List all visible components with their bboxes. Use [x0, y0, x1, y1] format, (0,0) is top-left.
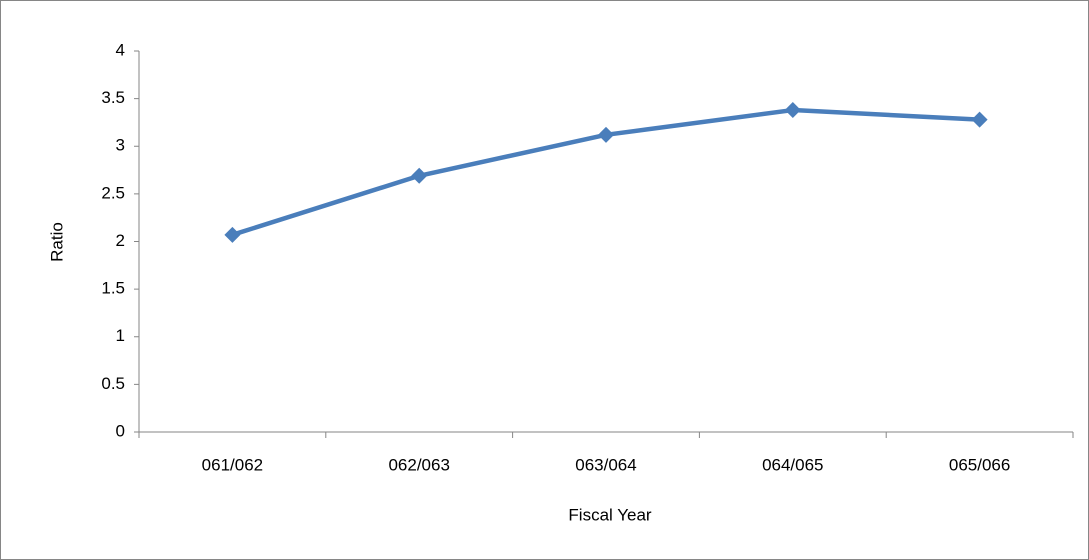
y-tick-label: 1.5	[101, 279, 125, 298]
data-marker	[784, 102, 801, 119]
data-marker	[598, 126, 614, 143]
y-tick-label: 2	[116, 231, 125, 250]
y-tick-label: 1	[116, 326, 125, 345]
y-tick-label: 0	[116, 421, 125, 440]
x-tick-label: 063/064	[575, 455, 636, 474]
x-tick-label: 062/063	[388, 455, 449, 474]
x-tick-label: 061/062	[202, 455, 263, 474]
y-tick-label: 2.5	[101, 183, 125, 202]
y-tick-label: 3.5	[101, 88, 125, 107]
y-axis-label: Ratio	[47, 222, 66, 262]
data-marker	[224, 226, 241, 243]
data-marker	[971, 111, 988, 128]
data-marker	[411, 167, 428, 184]
y-tick-label: 0.5	[101, 374, 125, 393]
x-axis-label: Fiscal Year	[568, 505, 651, 524]
y-tick-label: 3	[116, 136, 125, 155]
x-tick-label: 064/065	[762, 455, 823, 474]
y-tick-label: 4	[116, 40, 125, 59]
x-tick-label: 065/066	[949, 455, 1010, 474]
